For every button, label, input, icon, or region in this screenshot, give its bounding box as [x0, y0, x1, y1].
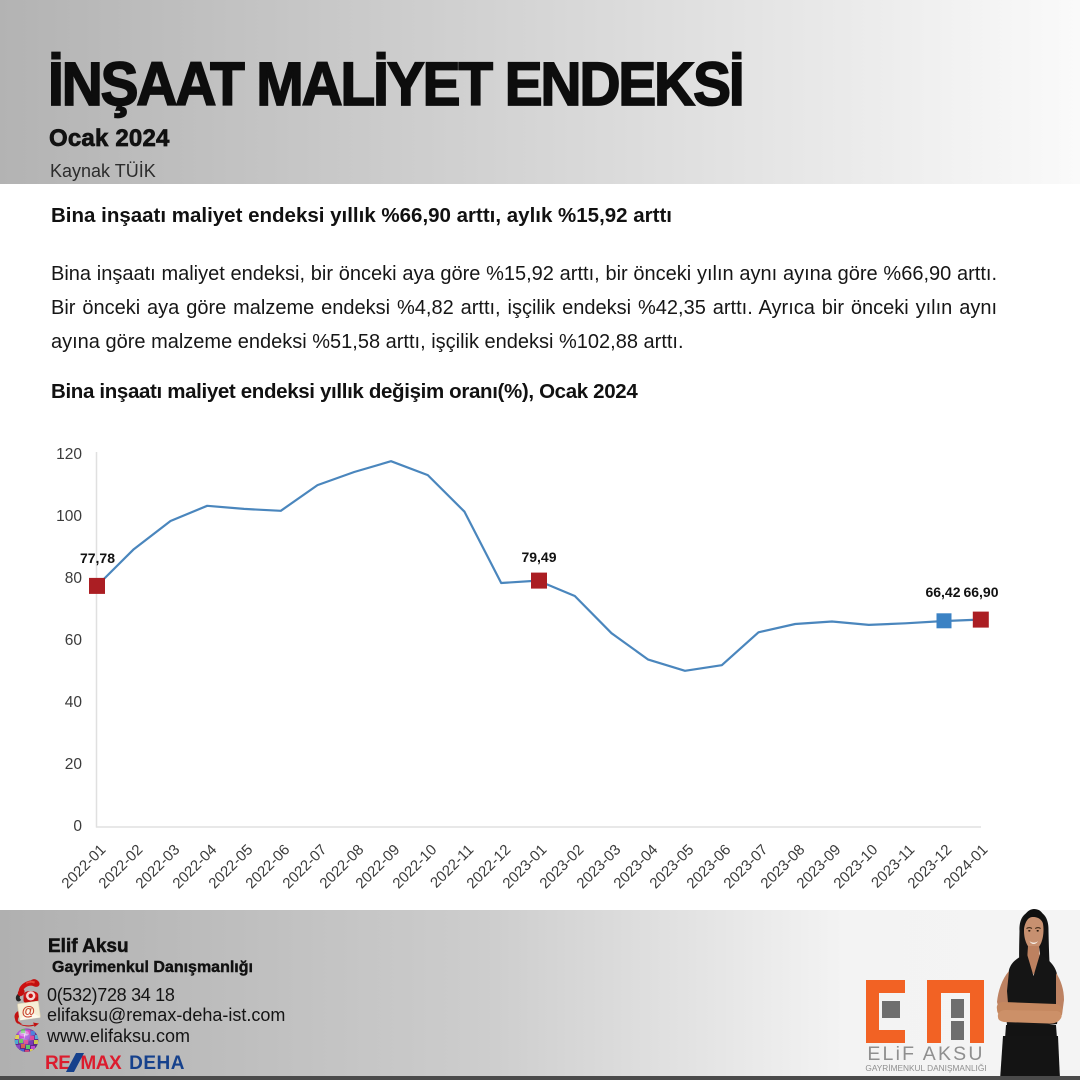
svg-text:@: @	[22, 1003, 35, 1018]
